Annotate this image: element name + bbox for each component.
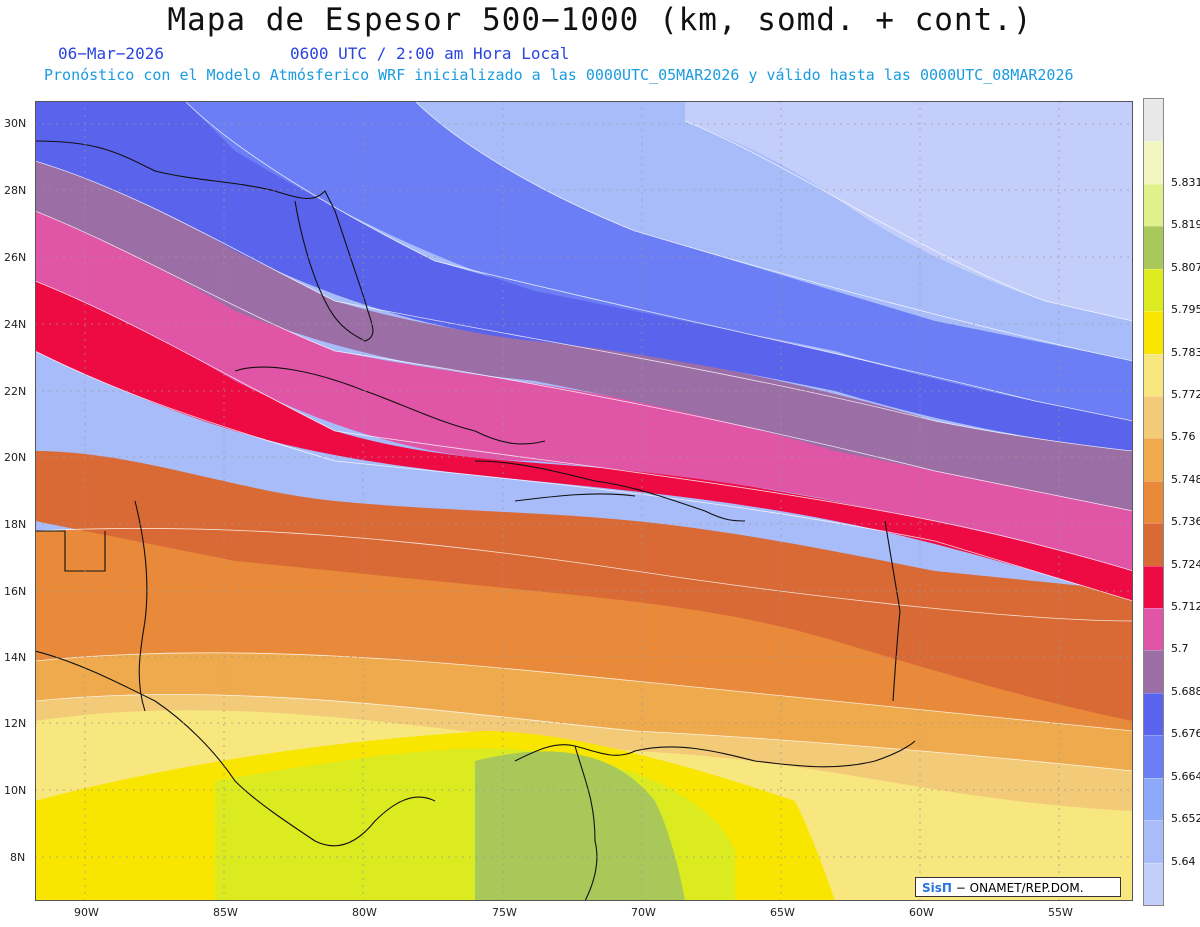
forecast-info: Pronóstico con el Modelo Atmósferico WRF… <box>44 66 1074 84</box>
colorbar-label: 5.724 <box>1171 557 1200 571</box>
thickness-map <box>35 101 1133 901</box>
lon-label: 55W <box>1048 906 1073 919</box>
lon-label: 90W <box>74 906 99 919</box>
colorbar-segment <box>1144 565 1163 609</box>
lat-label: 22N <box>4 385 27 398</box>
colorbar-segment <box>1144 98 1163 142</box>
colorbar-segment <box>1144 268 1163 312</box>
credit-box: SisΠ − ONAMET/REP.DOM. <box>915 877 1121 897</box>
colorbar-label: 5.795 <box>1171 303 1200 317</box>
colorbar-label: 5.736 <box>1171 515 1200 529</box>
time-label: 0600 UTC / 2:00 am Hora Local <box>290 44 570 63</box>
lon-label: 80W <box>352 906 377 919</box>
colorbar-label: 5.748 <box>1171 472 1200 486</box>
colorbar-segment <box>1144 311 1163 354</box>
contour-lines <box>35 101 1133 772</box>
colorbar <box>1143 98 1164 906</box>
colorbar-segment <box>1144 692 1163 736</box>
lon-label: 85W <box>213 906 238 919</box>
lat-label: 26N <box>4 251 27 264</box>
colorbar-label: 5.688 <box>1171 684 1200 698</box>
colorbar-segment <box>1144 735 1163 778</box>
lat-label: 12N <box>4 717 27 730</box>
colorbar-segment <box>1144 777 1163 821</box>
lat-label: 14N <box>4 651 27 664</box>
lat-label: 8N <box>10 851 26 864</box>
lat-label: 10N <box>4 784 27 797</box>
colorbar-label: 5.807 <box>1171 260 1200 274</box>
thickness-bands <box>35 101 1133 901</box>
colorbar-segment <box>1144 480 1163 524</box>
colorbar-label: 5.819 <box>1171 218 1200 232</box>
colorbar-label: 5.7 <box>1171 642 1189 656</box>
lon-label: 70W <box>631 906 656 919</box>
colorbar-label: 5.772 <box>1171 387 1200 401</box>
colorbar-label: 5.676 <box>1171 727 1200 741</box>
colorbar-label: 5.664 <box>1171 769 1200 783</box>
colorbar-label: 5.831 <box>1171 175 1200 189</box>
colorbar-segment <box>1144 650 1163 693</box>
colorbar-label: 5.652 <box>1171 812 1200 826</box>
lat-label: 24N <box>4 318 27 331</box>
lat-label: 18N <box>4 518 27 531</box>
lon-label: 60W <box>909 906 934 919</box>
colorbar-segment <box>1144 226 1163 269</box>
colorbar-label: 5.76 <box>1171 430 1196 444</box>
colorbar-segment <box>1144 395 1163 439</box>
map-title: Mapa de Espesor 500−1000 (km, somd. + co… <box>167 2 1033 38</box>
lat-label: 28N <box>4 184 27 197</box>
colorbar-segment <box>1144 862 1163 905</box>
graticule <box>35 101 1133 901</box>
colorbar-segment <box>1144 183 1163 227</box>
colorbar-segment <box>1144 523 1163 566</box>
colorbar-label: 5.64 <box>1171 854 1196 868</box>
lat-label: 16N <box>4 585 27 598</box>
lat-label: 30N <box>4 117 27 130</box>
lat-label: 20N <box>4 451 27 464</box>
colorbar-segment <box>1144 820 1163 863</box>
colorbar-segment <box>1144 608 1163 651</box>
colorbar-label: 5.712 <box>1171 600 1200 614</box>
colorbar-segment <box>1144 141 1163 184</box>
date-label: 06−Mar−2026 <box>58 44 164 63</box>
coastlines <box>35 140 916 901</box>
lon-label: 65W <box>770 906 795 919</box>
credit-brand: SisΠ <box>922 881 952 895</box>
colorbar-segment <box>1144 353 1163 396</box>
lon-label: 75W <box>492 906 517 919</box>
colorbar-segment <box>1144 438 1163 481</box>
colorbar-label: 5.783 <box>1171 345 1200 359</box>
credit-text: − ONAMET/REP.DOM. <box>955 881 1084 895</box>
